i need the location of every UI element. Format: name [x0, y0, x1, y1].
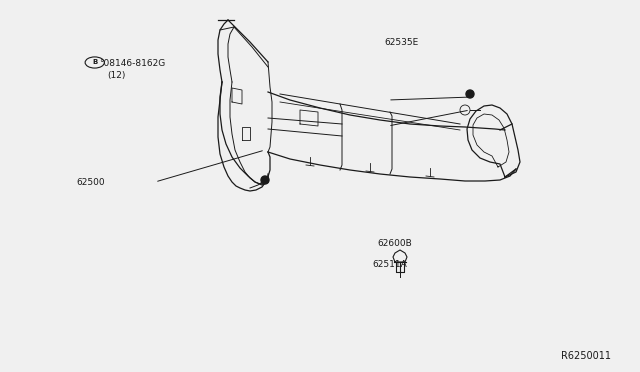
Text: 62511A: 62511A	[372, 260, 407, 269]
Text: 62535E: 62535E	[384, 38, 419, 47]
Circle shape	[261, 176, 269, 184]
Text: 62600B: 62600B	[378, 239, 412, 248]
Text: (12): (12)	[108, 71, 126, 80]
Text: 62500: 62500	[77, 178, 106, 187]
Text: °08146-8162G: °08146-8162G	[99, 59, 166, 68]
Circle shape	[466, 90, 474, 98]
Text: R6250011: R6250011	[561, 352, 611, 361]
Text: B: B	[92, 60, 97, 65]
